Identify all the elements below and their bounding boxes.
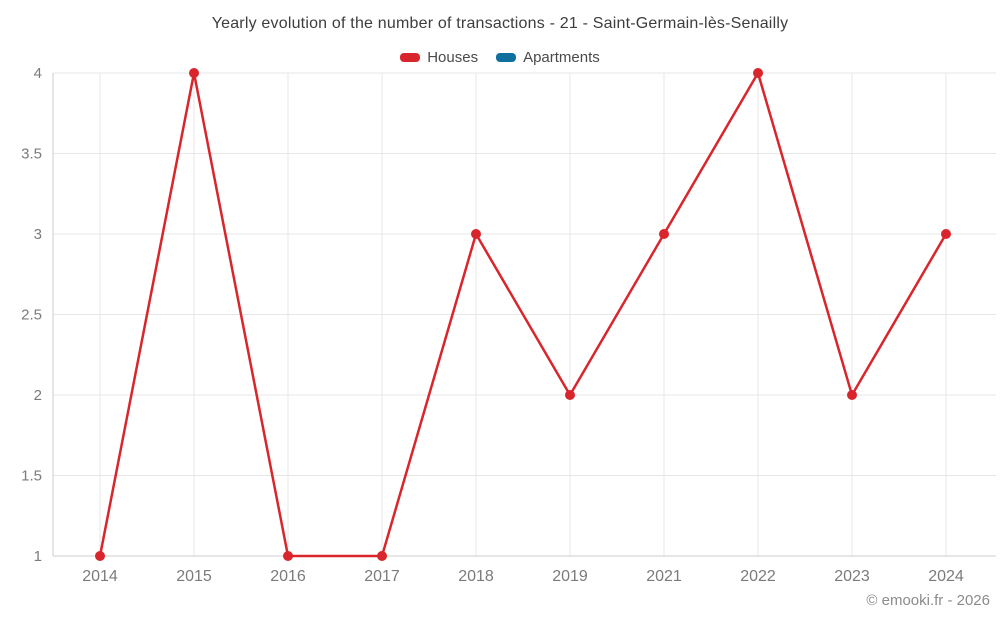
data-point-houses[interactable] <box>565 390 575 400</box>
x-tick-label: 2016 <box>270 568 306 585</box>
data-point-houses[interactable] <box>471 229 481 239</box>
x-tick-label: 2019 <box>552 568 588 585</box>
data-point-houses[interactable] <box>753 68 763 78</box>
y-tick-label: 2.5 <box>21 307 42 324</box>
legend-label-apartments: Apartments <box>523 48 600 66</box>
copyright-credit: © emooki.fr - 2026 <box>866 592 990 609</box>
data-point-houses[interactable] <box>189 68 199 78</box>
data-point-houses[interactable] <box>283 551 293 561</box>
series-line-houses <box>98 71 948 558</box>
chart-title: Yearly evolution of the number of transa… <box>211 15 789 32</box>
x-tick-label: 2014 <box>82 568 118 585</box>
y-tick-label: 2 <box>34 387 42 404</box>
x-tick-label: 2015 <box>176 568 212 585</box>
y-tick-label: 1.5 <box>21 468 42 485</box>
houses-legend-swatch-icon <box>400 52 421 62</box>
x-tick-label: 2024 <box>928 568 964 585</box>
x-tick-label: 2017 <box>364 568 400 585</box>
apartments-legend-swatch-icon <box>496 52 517 62</box>
y-tick-label: 3.5 <box>21 146 42 163</box>
data-point-houses[interactable] <box>95 551 105 561</box>
legend-item-apartments[interactable]: Apartments <box>496 49 600 66</box>
legend: Houses Apartments <box>0 47 1000 67</box>
legend-item-houses[interactable]: Houses <box>400 49 478 66</box>
data-point-houses[interactable] <box>659 229 669 239</box>
x-tick-label: 2021 <box>646 568 682 585</box>
y-tick-label: 1 <box>34 548 42 565</box>
data-point-houses[interactable] <box>941 229 951 239</box>
data-point-houses[interactable] <box>377 551 387 561</box>
x-tick-label: 2018 <box>458 568 494 585</box>
data-point-houses[interactable] <box>847 390 857 400</box>
x-tick-label: 2022 <box>740 568 776 585</box>
x-tick-label: 2023 <box>834 568 870 585</box>
y-tick-label: 3 <box>34 226 42 243</box>
legend-label-houses: Houses <box>427 48 479 66</box>
y-tick-label: 4 <box>34 65 42 82</box>
